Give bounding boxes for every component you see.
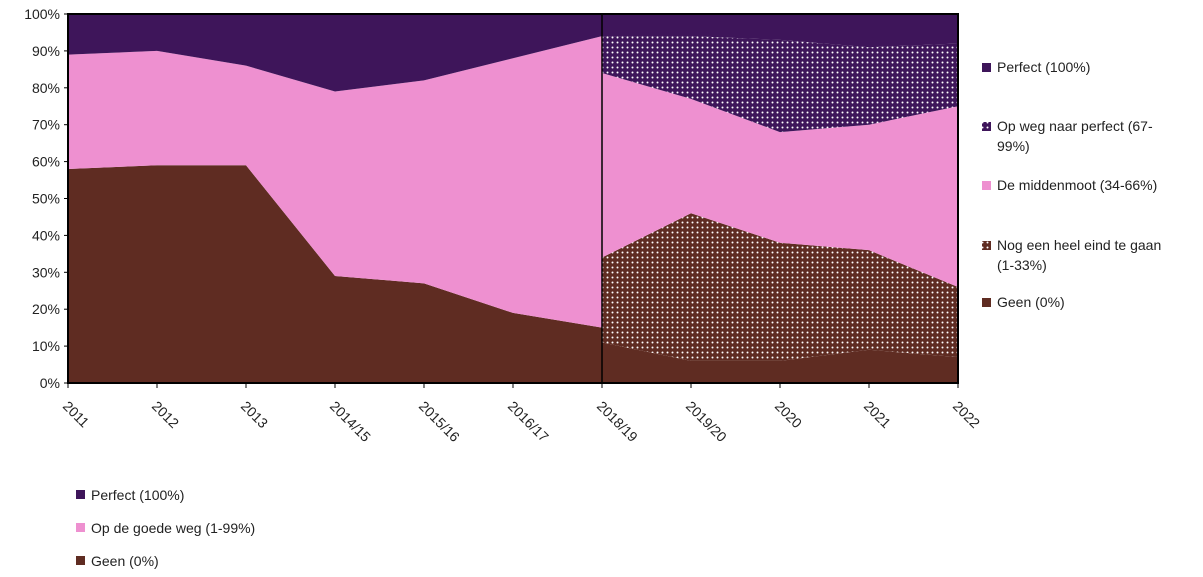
- x-tick-label: 2011: [60, 398, 93, 431]
- x-tick-label: 2012: [149, 398, 182, 431]
- right-legend-swatch: [982, 63, 991, 72]
- right-legend-label: 99%): [997, 138, 1030, 154]
- x-tick-label: 2019/20: [683, 398, 730, 445]
- x-axis: 2011 2012 2013 2014/15 2015/16 2016/17 2018/19…: [60, 383, 983, 445]
- left-area-geen-0: [68, 165, 602, 383]
- left-area-perfect-100: [68, 14, 602, 92]
- right-area-op-weg-naar-perfect-67-99: [602, 36, 958, 133]
- x-tick-label: 2013: [238, 398, 271, 431]
- right-legend-label: Geen (0%): [997, 294, 1065, 310]
- bottom-legend-swatch: [76, 523, 85, 532]
- bottom-legend: Perfect (100%) Op de goede weg (1-99%) Gee…: [76, 487, 255, 569]
- y-axis: 0% 10% 20% 30% 40% 50% 60% 70% 80% 90% 100%: [24, 6, 68, 391]
- bottom-legend-label: Op de goede weg (1-99%): [91, 520, 255, 536]
- bottom-legend-swatch: [76, 556, 85, 565]
- right-legend-label: (1-33%): [997, 257, 1047, 273]
- right-legend-swatch: [982, 122, 991, 131]
- y-tick-label: 0%: [40, 375, 60, 391]
- plot-areas: [68, 14, 958, 383]
- bottom-legend-label: Geen (0%): [91, 553, 159, 569]
- x-tick-label: 2015/16: [416, 398, 463, 445]
- right-area-de-middenmoot-34-66: [602, 73, 958, 288]
- right-legend-swatch: [982, 241, 991, 250]
- y-tick-label: 100%: [24, 6, 60, 22]
- left-area-op-de-goede-weg-1-99: [68, 36, 602, 328]
- y-tick-label: 80%: [32, 80, 60, 96]
- right-legend-label: De middenmoot (34-66%): [997, 177, 1157, 193]
- bottom-legend-swatch: [76, 490, 85, 499]
- right-legend-swatch: [982, 298, 991, 307]
- right-area-geen-0: [602, 342, 958, 383]
- y-tick-label: 20%: [32, 301, 60, 317]
- bottom-legend-label: Perfect (100%): [91, 487, 184, 503]
- x-tick-label: 2016/17: [505, 398, 552, 445]
- y-tick-label: 30%: [32, 264, 60, 280]
- right-legend-swatch: [982, 181, 991, 190]
- x-tick-label: 2020: [772, 398, 805, 431]
- y-tick-label: 40%: [32, 227, 60, 243]
- right-area-nog-een-heel-eind-te-gaan-1-33: [602, 213, 958, 361]
- right-legend-label: Nog een heel eind te gaan: [997, 237, 1161, 253]
- x-tick-label: 2022: [950, 398, 983, 431]
- y-tick-label: 90%: [32, 43, 60, 59]
- right-area-perfect-100: [602, 14, 958, 48]
- y-tick-label: 50%: [32, 191, 60, 207]
- y-tick-label: 60%: [32, 154, 60, 170]
- right-legend-label: Perfect (100%): [997, 59, 1090, 75]
- y-tick-label: 70%: [32, 117, 60, 133]
- x-tick-label: 2021: [861, 398, 894, 431]
- right-legend-label: Op weg naar perfect (67-: [997, 118, 1153, 134]
- y-tick-label: 10%: [32, 338, 60, 354]
- x-tick-label: 2014/15: [327, 398, 374, 445]
- right-legend: Perfect (100%) Op weg naar perfect (67- 99…: [982, 59, 1161, 310]
- x-tick-label: 2018/19: [594, 398, 641, 445]
